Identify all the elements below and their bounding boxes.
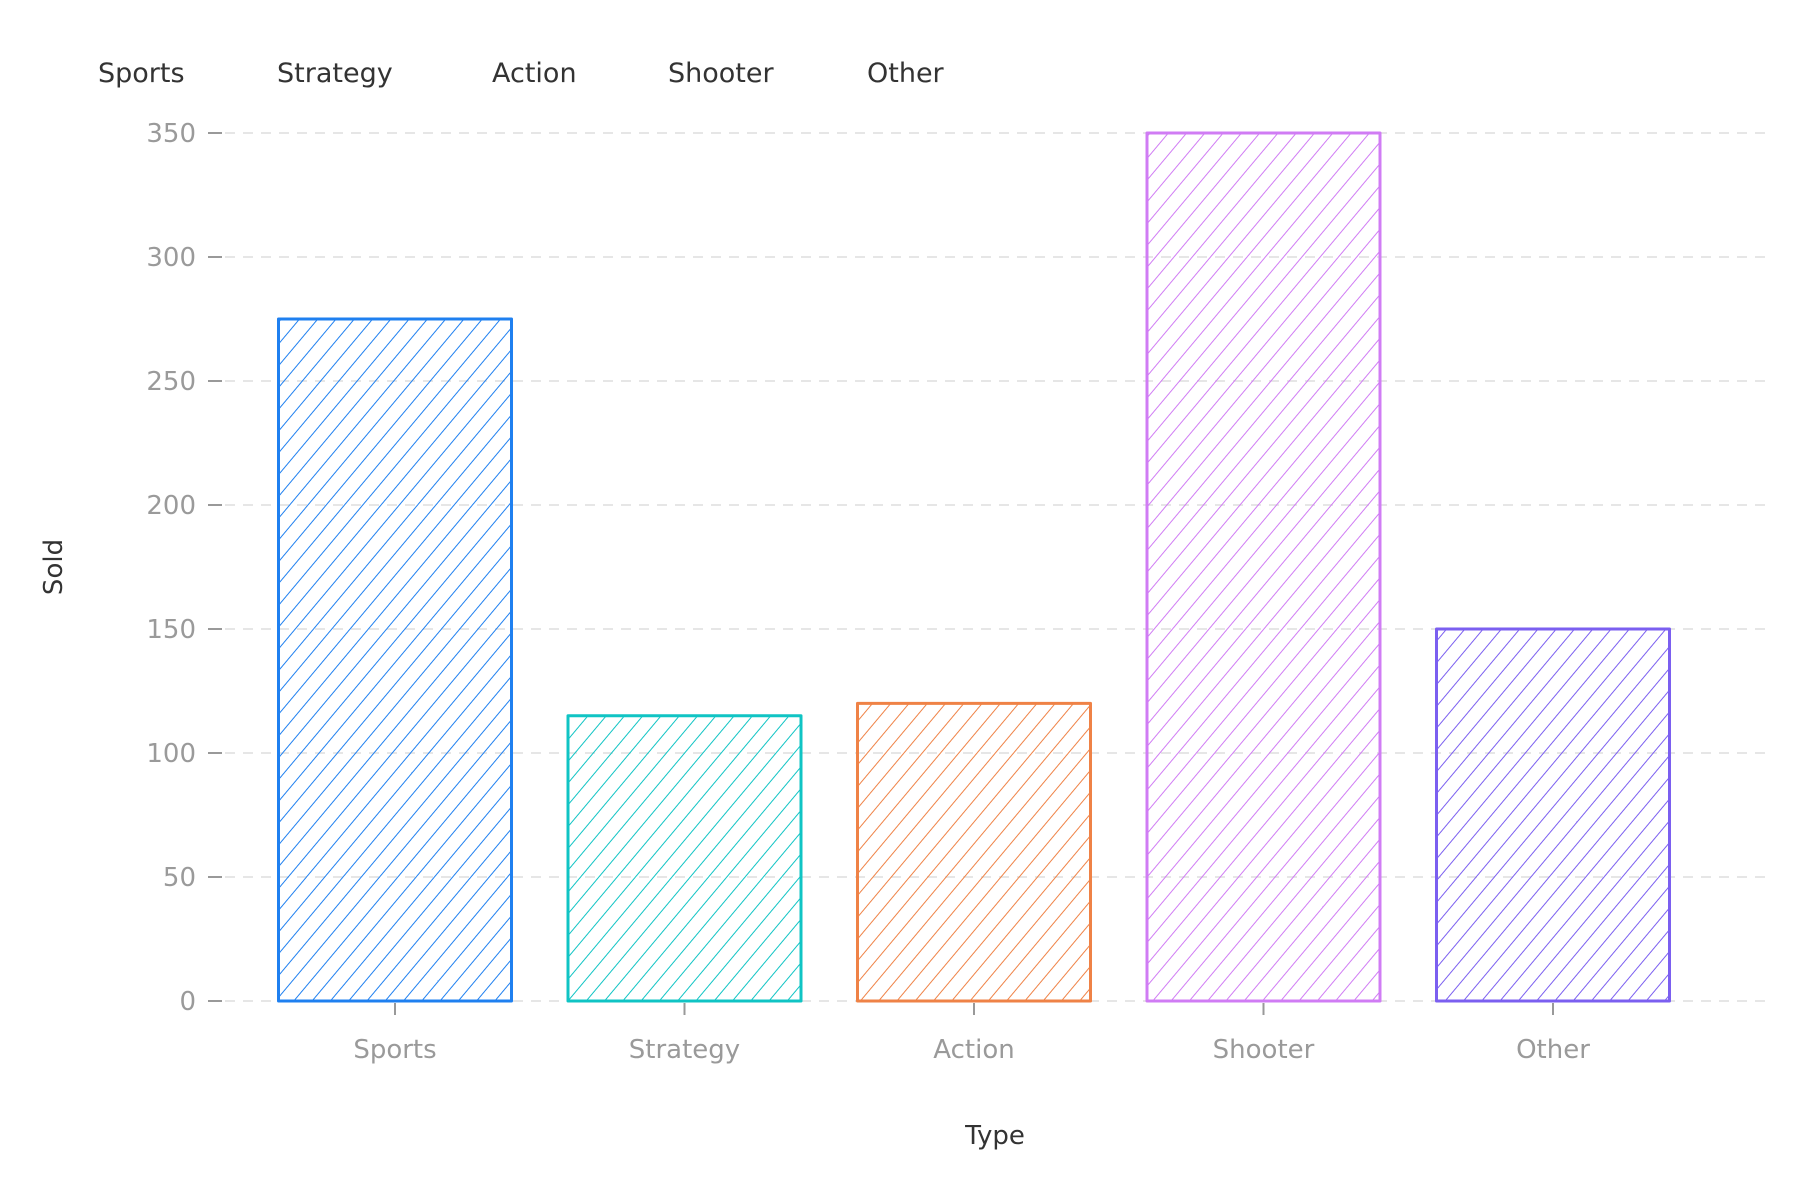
y-tick-label: 100	[146, 739, 196, 769]
bar-strategy	[566, 714, 803, 1003]
bars	[277, 131, 1671, 1003]
legend-item-action: Action	[492, 58, 577, 89]
x-tick-label: Sports	[353, 1035, 436, 1065]
x-tick-label: Strategy	[629, 1035, 740, 1065]
bar-other	[1435, 627, 1671, 1003]
y-tick-label: 250	[146, 367, 196, 397]
x-tick-label: Action	[933, 1035, 1014, 1065]
legend-item-sports: Sports	[98, 58, 185, 89]
legend-item-strategy: Strategy	[277, 58, 393, 89]
x-axis-title: Type	[964, 1121, 1025, 1151]
bar-action	[856, 701, 1092, 1003]
x-tick-label: Other	[1516, 1035, 1590, 1065]
y-tick-label: 0	[179, 987, 196, 1017]
x-tick-label: Shooter	[1213, 1035, 1315, 1065]
bar-shooter	[1145, 131, 1382, 1003]
y-axis-title: Sold	[39, 539, 69, 595]
x-axis: Sports Strategy Action Shooter Other	[353, 1003, 1590, 1065]
y-tick-label: 50	[163, 863, 196, 893]
legend: Sports Strategy Action Shooter Other	[98, 58, 945, 89]
legend-item-shooter: Shooter	[668, 58, 774, 89]
y-axis: 0 50 100 150 200 250 300 350	[146, 119, 222, 1017]
y-tick-label: 200	[146, 491, 196, 521]
bar-sports	[277, 317, 513, 1003]
legend-item-other: Other	[867, 58, 945, 89]
y-tick-label: 300	[146, 243, 196, 273]
y-tick-label: 150	[146, 615, 196, 645]
y-tick-label: 350	[146, 119, 196, 149]
